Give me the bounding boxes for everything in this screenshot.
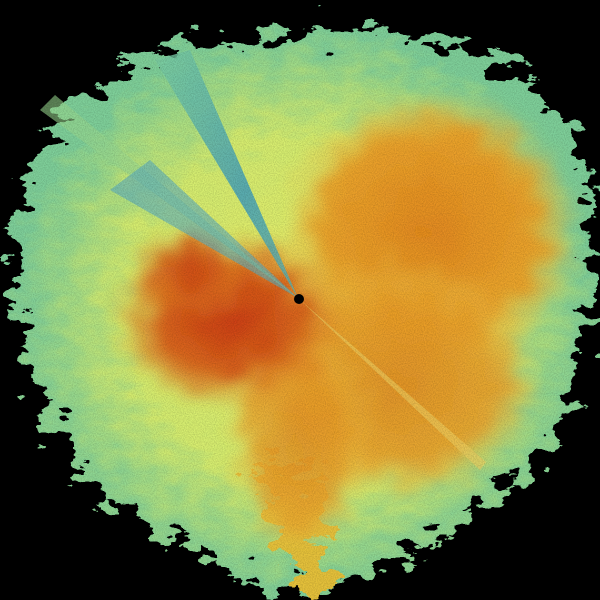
- radar-site: [294, 294, 304, 304]
